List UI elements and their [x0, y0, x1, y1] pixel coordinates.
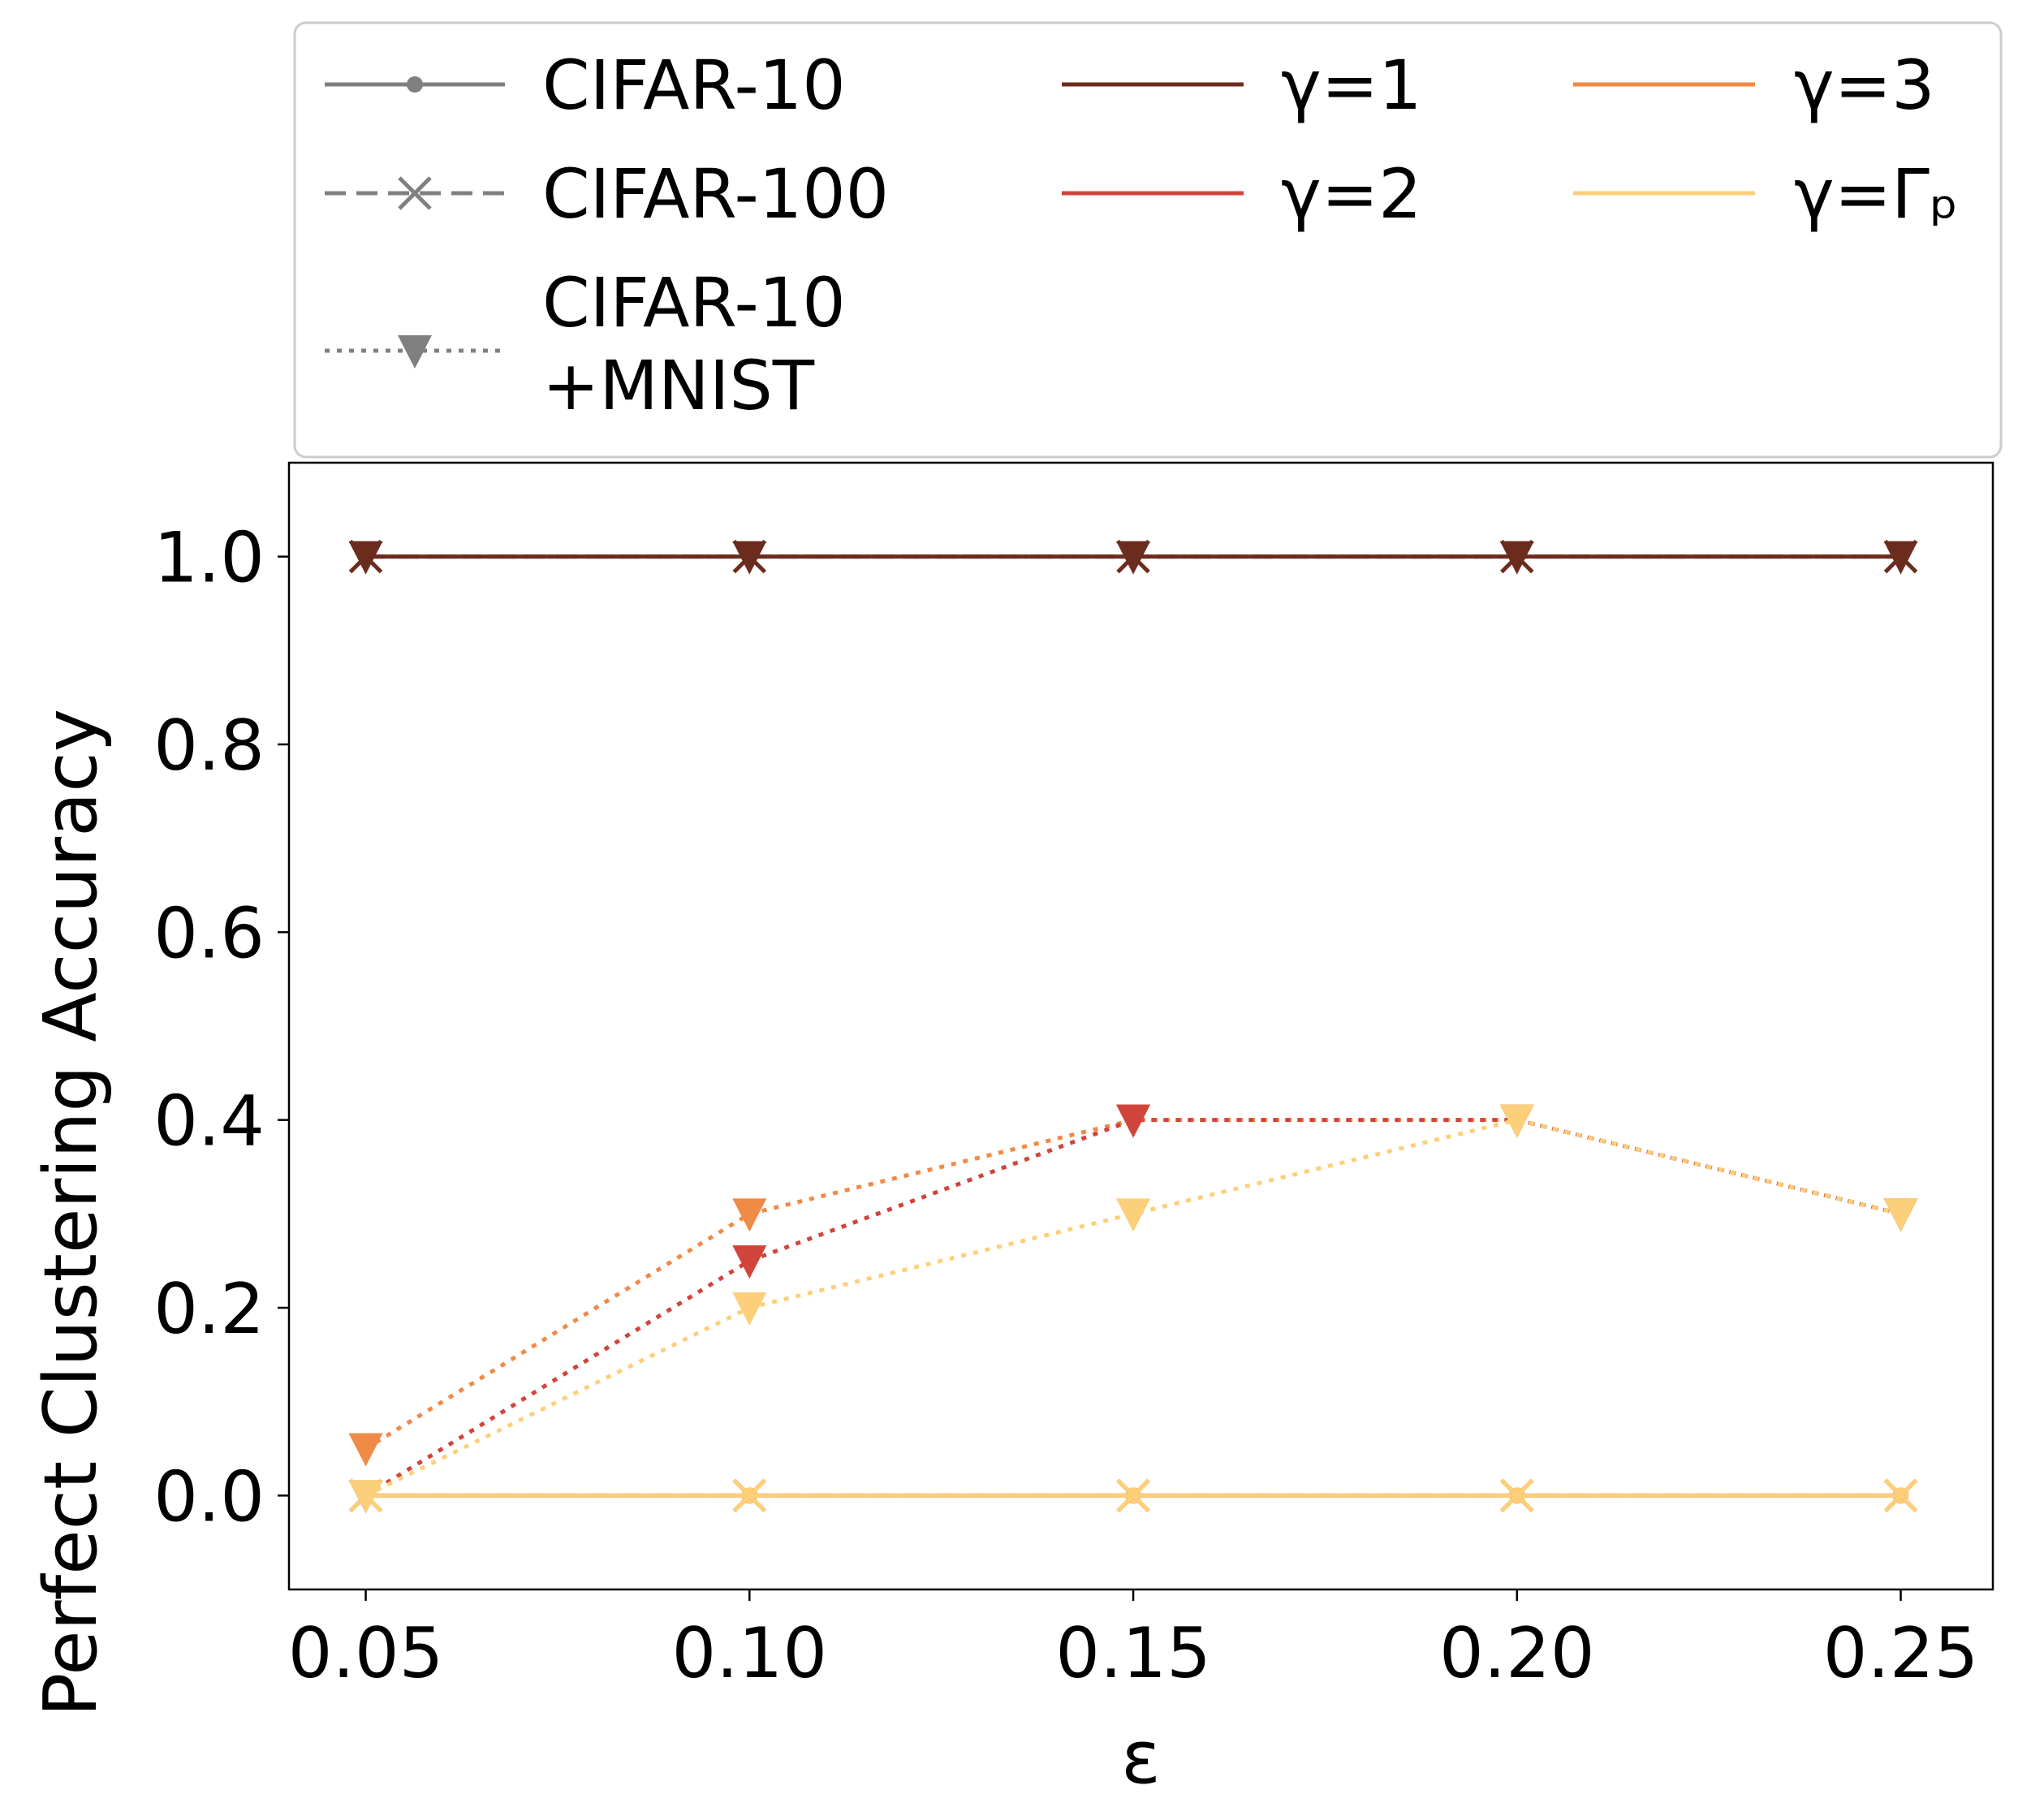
legend-box	[293, 21, 2003, 459]
series-cifar100-gp-point-3	[1500, 1478, 1534, 1513]
x-tick-label-2: 0.15	[1055, 1613, 1210, 1694]
series-cifar10mnist-gp-line	[364, 1118, 1902, 1498]
series-cifar10mnist-g3-point-0	[348, 1433, 383, 1467]
x-tick-label-3: 0.20	[1439, 1613, 1594, 1694]
series-cifar100-gp-point-1	[732, 1478, 767, 1513]
legend-item-cifar10mnist-marker	[398, 335, 432, 369]
series-cifar100-gp-point-2	[1116, 1478, 1150, 1513]
series-cifar10mnist-g3-line	[364, 1118, 1902, 1451]
axes: 0.05 0.10 0.15 0.20 0.25 0.0 0.2 0.4 0.6 0.8 1.0 ε P…	[28, 461, 1994, 1801]
legend-item-gp: γ=Γₚ	[1573, 154, 1959, 234]
series-cifar100-gp-point-3-stroke-b	[1500, 1478, 1534, 1513]
series-cifar10mnist-g1	[348, 541, 1918, 575]
y-tick-label-1: 0.2	[153, 1269, 265, 1350]
series-cifar10mnist-gp-point-0	[348, 1480, 383, 1514]
x-axis-title: ε	[1121, 1715, 1161, 1801]
series-cifar10mnist-g1-point-4	[1883, 541, 1918, 575]
series-cifar10mnist-gp-point-2	[1116, 1198, 1151, 1232]
series-cifar10mnist-g2	[348, 1104, 1918, 1514]
legend-item-cifar10: CIFAR-10	[325, 45, 846, 125]
legend-item-cifar10-label-0: CIFAR-10	[542, 45, 846, 125]
legend-item-cifar10mnist-label-1: +MNIST	[542, 346, 815, 425]
series-cifar10mnist-g3-point-1	[732, 1198, 767, 1232]
series-cifar10mnist-g2-point-2	[1116, 1104, 1151, 1138]
legend-item-g2: γ=2	[1062, 154, 1422, 234]
series-cifar10mnist-g3	[348, 1104, 1918, 1467]
y-tick-label-4: 0.8	[153, 705, 265, 787]
legend-item-gp-label: γ=Γₚ	[1794, 154, 1959, 234]
legend-item-cifar100-label-0: CIFAR-100	[542, 154, 889, 234]
series-cifar10mnist-g1-point-1	[732, 541, 767, 575]
legend-item-cifar100-marker	[398, 176, 432, 210]
legend-item-g1: γ=1	[1062, 45, 1422, 125]
legend-item-cifar10mnist-label-0: CIFAR-10	[542, 263, 846, 343]
x-tick-label-1: 0.10	[672, 1613, 827, 1694]
series-cifar10mnist-gp-point-3	[1499, 1104, 1534, 1138]
legend: CIFAR-10CIFAR-100CIFAR-10+MNISTγ=1γ=2γ=3…	[293, 21, 2003, 459]
series-cifar10mnist-g1-point-2	[1116, 541, 1151, 575]
series-cifar100-gp-point-2-stroke-b	[1116, 1478, 1150, 1513]
series-cifar10mnist-g1-point-0	[348, 541, 383, 575]
legend-item-cifar10-marker	[407, 76, 423, 93]
y-tick-label-0: 0.0	[153, 1456, 265, 1538]
series-cifar100-gp-point-1-stroke-b	[732, 1478, 767, 1513]
y-tick-label-5: 1.0	[153, 518, 265, 599]
y-tick-label-2: 0.4	[153, 1081, 265, 1162]
y-tick-label-3: 0.6	[153, 893, 265, 974]
legend-item-g3-label: γ=3	[1794, 45, 1935, 125]
x-tick-label-0: 0.05	[288, 1613, 443, 1694]
legend-item-cifar10mnist: CIFAR-10+MNIST	[325, 263, 846, 425]
legend-item-g3: γ=3	[1573, 45, 1935, 125]
series-cifar10mnist-gp-point-1	[732, 1292, 767, 1326]
legend-item-cifar100: CIFAR-100	[325, 154, 889, 234]
series-cifar100-gp-point-4	[1883, 1478, 1918, 1513]
x-tick-label-4: 0.25	[1823, 1613, 1978, 1694]
series-cifar10mnist-gp-point-4	[1883, 1198, 1918, 1232]
series-cifar100-gp-point-4-stroke-b	[1883, 1478, 1918, 1513]
series-cifar10mnist-g2-point-1	[732, 1245, 767, 1279]
legend-item-g2-label: γ=2	[1281, 154, 1422, 234]
series-cifar10mnist-g1-point-3	[1499, 541, 1534, 575]
plot-frame	[287, 461, 1994, 1591]
series-cifar10mnist-gp	[348, 1104, 1918, 1514]
legend-item-g1-label: γ=1	[1281, 45, 1422, 125]
y-axis-title: Perfect Clustering Accuracy	[28, 709, 114, 1717]
plot-area	[348, 539, 1918, 1514]
legend-item-cifar100-marker-stroke-b	[398, 176, 432, 210]
